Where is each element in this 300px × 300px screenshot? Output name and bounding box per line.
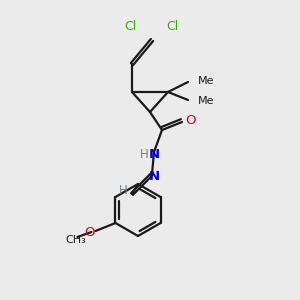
Text: O: O [84, 226, 95, 238]
Text: N: N [148, 169, 160, 182]
Text: H: H [140, 148, 148, 161]
Text: H: H [118, 184, 127, 197]
Text: N: N [148, 148, 160, 161]
Text: Cl: Cl [124, 20, 136, 34]
Text: O: O [185, 115, 195, 128]
Text: CH₃: CH₃ [65, 235, 86, 245]
Text: Me: Me [198, 96, 214, 106]
Text: Cl: Cl [166, 20, 178, 34]
Text: Me: Me [198, 76, 214, 86]
